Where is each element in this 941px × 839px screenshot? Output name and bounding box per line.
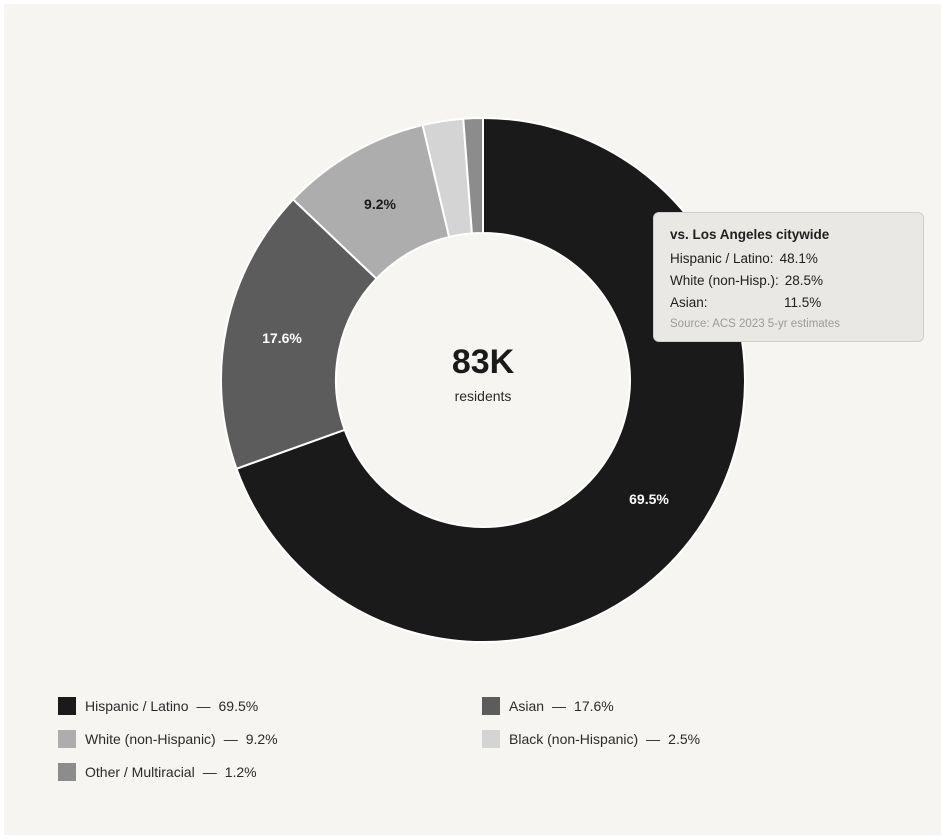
legend-label: Asian xyxy=(509,698,545,714)
legend-value: 1.2% xyxy=(224,764,257,780)
legend-separator: — xyxy=(223,731,238,747)
legend-item[interactable]: Hispanic / Latino — 69.5% xyxy=(58,697,258,715)
tooltip-row-hispanic: Hispanic / Latino: 48.1% xyxy=(670,251,907,273)
legend-value: 17.6% xyxy=(574,698,614,714)
donut-slices xyxy=(220,116,746,643)
slice-labels: 69.5% 17.6% 9.2% xyxy=(262,196,669,507)
legend-swatch xyxy=(58,730,76,748)
tooltip-row-label: Hispanic / Latino: xyxy=(670,251,774,266)
legend-label: Hispanic / Latino xyxy=(85,698,189,714)
tooltip-row-value: 28.5% xyxy=(784,273,824,288)
legend-label: White (non-Hispanic) xyxy=(85,731,216,747)
tooltip-row-asian: Asian: 11.5% xyxy=(670,295,907,317)
tooltip-row-value: 48.1% xyxy=(779,251,818,266)
donut-slice-asian[interactable] xyxy=(220,198,378,471)
legend-separator: — xyxy=(202,764,217,780)
donut-slice-other-multiracial[interactable] xyxy=(462,116,484,235)
legend-swatch xyxy=(58,763,76,781)
center-label: residents xyxy=(455,388,512,404)
legend-item[interactable]: White (non-Hispanic) — 9.2% xyxy=(58,730,278,748)
legend-value: 69.5% xyxy=(218,698,259,714)
legend-swatch xyxy=(482,697,500,715)
legend-separator: — xyxy=(196,698,211,714)
tooltip-row-white: White (non-Hisp.): 28.5% xyxy=(670,273,907,295)
legend-label: Black (non-Hispanic) xyxy=(509,731,639,747)
legend-value: 2.5% xyxy=(668,731,701,747)
tooltip-row-value: 11.5% xyxy=(784,295,822,310)
legend-item[interactable]: Other / Multiracial — 1.2% xyxy=(58,763,257,781)
slice-label: 69.5% xyxy=(629,491,669,507)
center-value: 83K xyxy=(452,343,515,381)
legend-swatch xyxy=(482,730,500,748)
legend-separator: — xyxy=(646,731,661,747)
tooltip-row-label: White (non-Hisp.): xyxy=(670,273,779,288)
legend-label: Other / Multiracial xyxy=(85,764,195,780)
slice-label: 9.2% xyxy=(364,196,396,212)
legend-value: 9.2% xyxy=(245,731,278,747)
legend-item[interactable]: Black (non-Hispanic) — 2.5% xyxy=(482,730,700,748)
tooltip-source: Source: ACS 2023 5-yr estimates xyxy=(670,318,841,330)
legend-separator: — xyxy=(552,698,567,714)
slice-label: 17.6% xyxy=(262,330,302,346)
legend-swatch xyxy=(58,697,76,715)
legend-item[interactable]: Asian — 17.6% xyxy=(482,697,614,715)
tooltip-row-label: Asian: xyxy=(670,295,708,310)
comparison-tooltip: vs. Los Angeles citywide Hispanic / Lati… xyxy=(653,212,924,342)
tooltip-title: vs. Los Angeles citywide xyxy=(670,227,830,242)
